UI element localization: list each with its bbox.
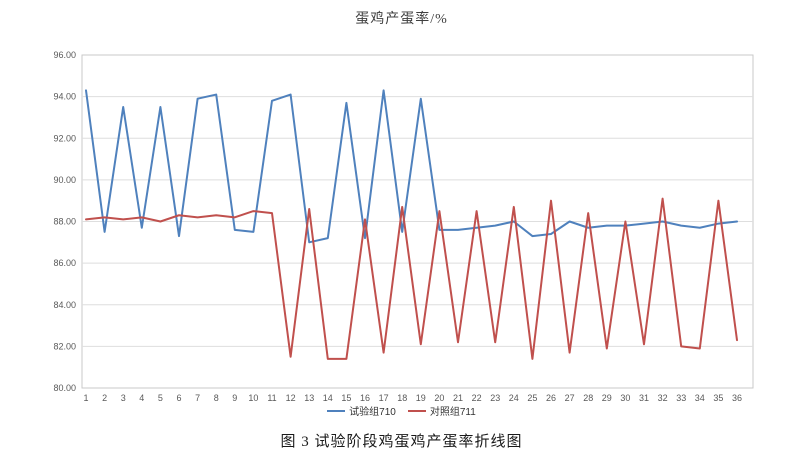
x-tick-label: 2 xyxy=(102,393,107,403)
x-tick-label: 26 xyxy=(546,393,556,403)
x-tick-label: 22 xyxy=(472,393,482,403)
x-tick-label: 35 xyxy=(713,393,723,403)
y-tick-label: 80.00 xyxy=(53,383,76,393)
series-line-red xyxy=(85,197,738,360)
series-line-blue xyxy=(85,89,738,244)
x-tick-label: 4 xyxy=(139,393,144,403)
x-tick-label: 3 xyxy=(121,393,126,403)
x-tick-label: 15 xyxy=(341,393,351,403)
x-tick-label: 30 xyxy=(620,393,630,403)
legend-swatch xyxy=(407,409,426,412)
x-tick-label: 11 xyxy=(267,393,276,403)
legend: 试验组710 对照组711 xyxy=(0,403,803,418)
x-tick-label: 20 xyxy=(434,393,444,403)
legend-swatch xyxy=(327,409,346,412)
x-tick-label: 24 xyxy=(509,393,519,403)
x-tick-label: 9 xyxy=(232,393,237,403)
y-tick-label: 92.00 xyxy=(53,133,76,143)
x-tick-label: 8 xyxy=(214,393,219,403)
x-tick-label: 13 xyxy=(304,393,314,403)
chart-title: 蛋鸡产蛋率/% xyxy=(355,12,448,27)
y-tick-label: 90.00 xyxy=(53,175,76,185)
x-tick-label: 12 xyxy=(286,393,296,403)
legend-item: 试验组710 xyxy=(327,403,396,418)
y-tick-label: 86.00 xyxy=(53,258,76,268)
y-tick-label: 84.00 xyxy=(53,300,76,310)
x-tick-label: 6 xyxy=(176,393,181,403)
x-tick-label: 25 xyxy=(527,393,537,403)
x-tick-label: 16 xyxy=(360,393,370,403)
x-tick-label: 1 xyxy=(83,393,88,403)
x-tick-label: 34 xyxy=(695,393,705,403)
legend-label: 对照组711 xyxy=(429,407,476,418)
x-tick-label: 31 xyxy=(639,393,649,403)
x-tick-label: 33 xyxy=(676,393,686,403)
x-tick-label: 23 xyxy=(490,393,500,403)
y-tick-label: 96.00 xyxy=(53,50,76,60)
legend-item: 对照组711 xyxy=(407,403,476,418)
x-tick-label: 29 xyxy=(602,393,612,403)
x-tick-label: 28 xyxy=(583,393,593,403)
x-tick-label: 21 xyxy=(453,393,463,403)
figure-caption: 图 3 试验阶段鸡蛋鸡产蛋率折线图 xyxy=(280,434,523,450)
x-tick-label: 5 xyxy=(158,393,163,403)
x-tick-label: 27 xyxy=(565,393,575,403)
x-tick-label: 18 xyxy=(397,393,407,403)
y-tick-label: 82.00 xyxy=(53,341,76,351)
chart-svg: 80.00 82.00 84.00 86.00 88.00 90.00 92.00 94.00… xyxy=(53,50,754,403)
x-tick-label: 32 xyxy=(658,393,668,403)
x-tick-label: 36 xyxy=(732,393,742,403)
y-tick-label: 94.00 xyxy=(53,92,76,102)
x-tick-label: 10 xyxy=(248,393,258,403)
x-tick-label: 14 xyxy=(323,393,333,403)
x-tick-label: 19 xyxy=(416,393,426,403)
x-tick-label: 17 xyxy=(379,393,389,403)
x-tick-label: 7 xyxy=(195,393,200,403)
legend-label: 试验组710 xyxy=(349,407,396,418)
y-tick-label: 88.00 xyxy=(53,217,76,227)
